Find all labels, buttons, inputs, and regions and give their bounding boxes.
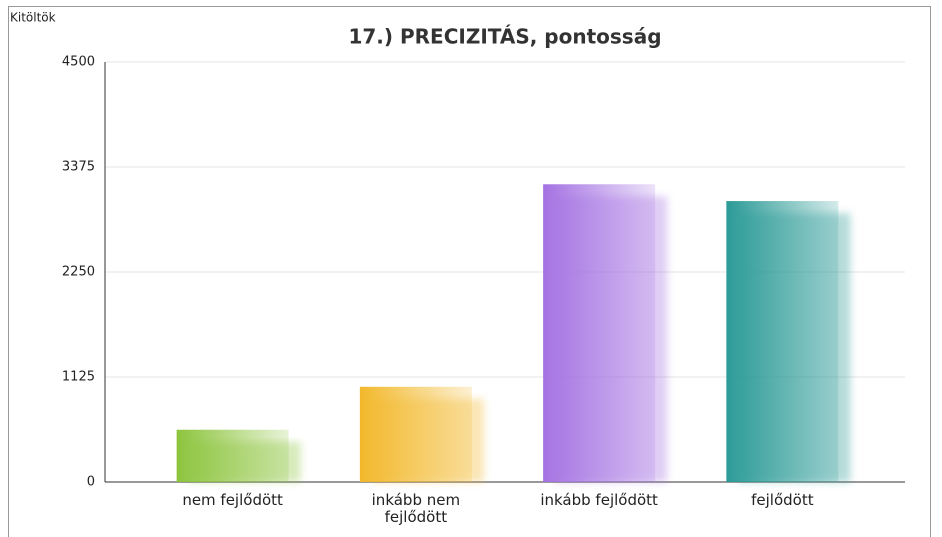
y-tick-label: 3375 [62,160,95,175]
x-tick-label: nem fejlődött [182,491,283,509]
bar [726,201,839,483]
bar [543,184,656,482]
x-tick-label: inkább fejlődött [540,491,658,509]
x-tick-label: fejlődött [751,491,814,509]
y-tick-label: 0 [87,475,95,490]
y-axis-label: Kitöltök [10,11,56,25]
x-tick-label: inkább nem fejlődött [371,491,461,526]
y-tick-label: 4500 [62,55,95,70]
bar [359,386,472,482]
y-tick-label: 1125 [62,370,95,385]
bar [176,429,289,482]
y-tick-label: 2250 [62,265,95,280]
frame [8,6,931,537]
chart-title: 17.) PRECIZITÁS, pontosság [348,25,661,49]
